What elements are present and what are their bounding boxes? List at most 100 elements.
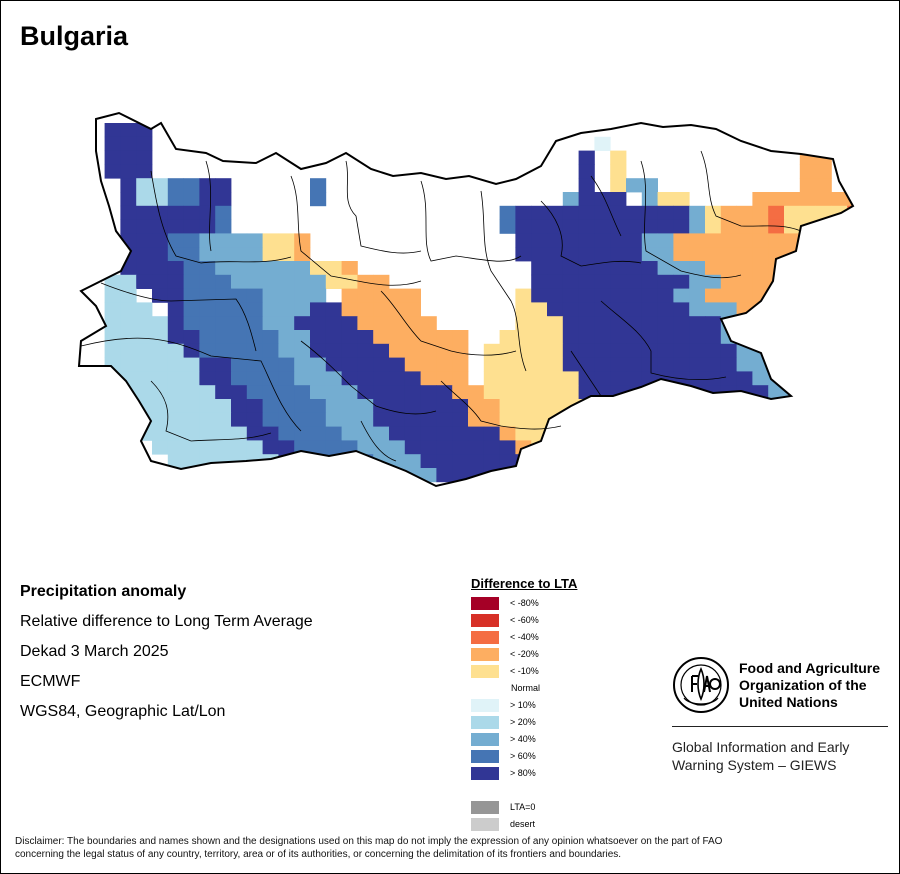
grid-cell: [246, 468, 263, 483]
grid-cell: [657, 357, 674, 372]
grid-cell: [404, 454, 421, 469]
grid-cell: [452, 399, 469, 414]
grid-cell: [436, 371, 453, 386]
disclaimer-line: Disclaimer: The boundaries and names sho…: [15, 836, 723, 847]
grid-cell: [404, 412, 421, 427]
grid-cell: [183, 261, 200, 276]
legend-swatch: [471, 665, 499, 678]
legend-label: < -20%: [510, 649, 539, 659]
grid-cell: [278, 316, 295, 331]
grid-cell: [136, 205, 153, 220]
grid-cell: [831, 330, 848, 345]
grid-cell: [404, 302, 421, 317]
legend-item: > 20%: [471, 714, 651, 731]
grid-cell: [215, 261, 232, 276]
province-boundary: [290, 175, 422, 286]
grid-cell: [610, 164, 627, 179]
grid-cell: [167, 357, 184, 372]
grid-cell: [373, 316, 390, 331]
grid-cell: [278, 357, 295, 372]
grid-cell: [562, 468, 579, 483]
province-boundary: [360, 420, 397, 462]
grid-cell: [183, 247, 200, 262]
grid-cell: [689, 247, 706, 262]
giews-name: Global Information and Early Warning Sys…: [672, 738, 890, 774]
grid-cell: [152, 261, 169, 276]
grid-cell: [799, 399, 816, 414]
grid-cell: [547, 274, 564, 289]
grid-cell: [278, 343, 295, 358]
grid-cell: [594, 440, 611, 455]
grid-cell: [468, 399, 485, 414]
grid-cell: [325, 440, 342, 455]
grid-cell: [515, 219, 532, 234]
grid-cell: [768, 454, 785, 469]
grid-cell: [341, 343, 358, 358]
grid-cell: [104, 343, 121, 358]
grid-cell: [562, 219, 579, 234]
grid-cell: [784, 426, 801, 441]
grid-cell: [215, 343, 232, 358]
grid-cell: [325, 357, 342, 372]
grid-cell: [294, 330, 311, 345]
province-boundary: [300, 340, 437, 415]
grid-cell: [831, 385, 848, 400]
grid-cell: [784, 468, 801, 483]
grid-cell: [736, 261, 753, 276]
grid-cell: [104, 330, 121, 345]
grid-cell: [294, 288, 311, 303]
grid-cell: [736, 274, 753, 289]
grid-cell: [562, 205, 579, 220]
grid-cell: [752, 205, 769, 220]
grid-cell: [246, 261, 263, 276]
grid-cell: [246, 330, 263, 345]
grid-cell: [531, 343, 548, 358]
grid-cell: [215, 302, 232, 317]
grid-cell: [705, 426, 722, 441]
grid-cell: [799, 412, 816, 427]
grid-cell: [831, 316, 848, 331]
grid-cell: [452, 343, 469, 358]
grid-cell: [294, 302, 311, 317]
grid-cell: [799, 330, 816, 345]
grid-cell: [610, 330, 627, 345]
grid-cell: [626, 205, 643, 220]
grid-cell: [610, 399, 627, 414]
grid-cell: [799, 385, 816, 400]
grid-cell: [404, 343, 421, 358]
grid-cell: [705, 399, 722, 414]
grid-cell: [831, 426, 848, 441]
grid-cell: [626, 440, 643, 455]
grid-cell: [420, 454, 437, 469]
grid-cell: [689, 440, 706, 455]
grid-cell: [610, 178, 627, 193]
grid-cell: [594, 399, 611, 414]
grid-cell: [610, 468, 627, 483]
grid-cell: [831, 288, 848, 303]
grid-cell: [278, 399, 295, 414]
grid-cell: [389, 357, 406, 372]
grid-cell: [736, 330, 753, 345]
province-boundary: [80, 337, 302, 432]
grid-cell: [341, 371, 358, 386]
grid-cell: [768, 205, 785, 220]
grid-cell: [373, 399, 390, 414]
grid-cell: [610, 150, 627, 165]
grid-cell: [310, 178, 327, 193]
grid-cell: [815, 219, 832, 234]
grid-cell: [420, 385, 437, 400]
grid-cell: [626, 261, 643, 276]
grid-cell: [799, 192, 816, 207]
grid-cell: [167, 399, 184, 414]
legend-label: > 80%: [510, 768, 536, 778]
grid-cell: [136, 178, 153, 193]
grid-cell: [531, 288, 548, 303]
grid-cell: [736, 412, 753, 427]
grid-cell: [167, 385, 184, 400]
grid-cell: [547, 302, 564, 317]
grid-cell: [578, 192, 595, 207]
province-boundary: [480, 190, 527, 372]
grid-cell: [199, 468, 216, 483]
grid-cell: [720, 371, 737, 386]
grid-cell: [389, 440, 406, 455]
